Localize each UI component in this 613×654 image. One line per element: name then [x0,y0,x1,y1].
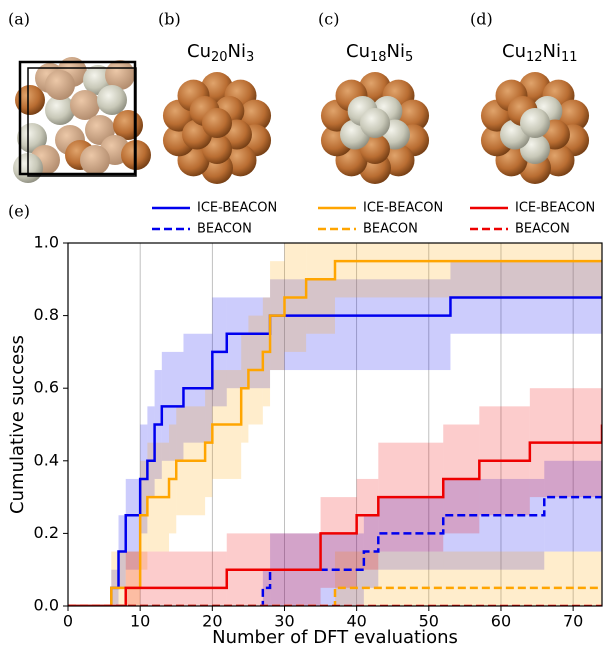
panel-label: (d) [470,10,493,29]
subscript: 20 [211,50,228,65]
subscript: 18 [370,50,387,65]
y-tick-label: 1.0 [34,233,59,252]
confidence-band [335,243,602,297]
atom [45,70,75,100]
subscript: 3 [246,50,254,65]
atom [520,108,550,138]
x-tick-label: 10 [130,612,150,631]
x-tick-label: 70 [563,612,583,631]
y-tick-label: 0.8 [34,305,59,324]
element-symbol: Ni [387,41,405,62]
atom [80,145,110,175]
y-tick-label: 0.0 [34,596,59,615]
legend-label: ICE-BEACON [197,201,277,216]
element-symbol: Ni [228,41,246,62]
legend-label: ICE-BEACON [363,201,443,216]
confidence-band [357,479,379,570]
cluster-images [13,57,589,184]
y-tick-label: 0.4 [34,450,59,469]
x-tick-label: 60 [491,612,511,631]
element-symbol: Ni [543,41,561,62]
panel-label: (c) [318,10,339,29]
legend-label: BEACON [197,222,252,237]
figure: (a) (b) (c) (d) (e) Cu20Ni3Cu18Ni5Cu12Ni… [0,0,613,654]
legend-label: ICE-BEACON [515,201,595,216]
y-axis-label: Cumulative success [7,335,28,514]
element-symbol: Cu [187,41,211,62]
formula: Cu12Ni11 [502,41,578,65]
subscript: 11 [561,50,578,65]
subscript: 12 [526,50,543,65]
element-symbol: Cu [346,41,370,62]
atom [70,90,100,120]
formula: Cu20Ni3 [187,41,254,65]
legend-label: BEACON [515,222,570,237]
panel-label: (a) [8,10,30,29]
panel-label: (e) [8,202,30,221]
formula: Cu18Ni5 [346,41,413,65]
page: (a) (b) (c) (d) (e) Cu20Ni3Cu18Ni5Cu12Ni… [0,0,613,654]
subscript: 5 [405,50,413,65]
element-symbol: Cu [502,41,526,62]
confidence-band [306,243,335,334]
y-tick-label: 0.6 [34,378,59,397]
atom [97,85,127,115]
confidence-band [321,497,357,588]
x-tick-label: 0 [63,612,73,631]
panel-label: (b) [158,10,181,29]
legend-label: BEACON [363,222,418,237]
atom [360,108,390,138]
x-axis-label: Number of DFT evaluations [212,627,458,648]
y-tick-label: 0.2 [34,523,59,542]
atom [202,108,232,138]
